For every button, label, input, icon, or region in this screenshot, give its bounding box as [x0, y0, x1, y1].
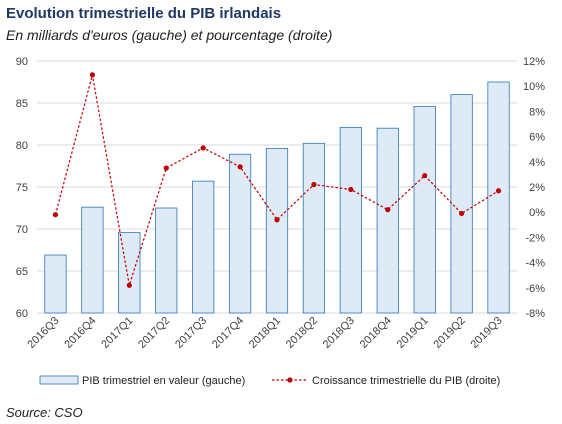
line-point [348, 186, 354, 193]
right-tick-label: -8% [525, 308, 545, 320]
chart-subtitle: En milliards d'euros (gauche) et pourcen… [6, 27, 333, 43]
bar [192, 180, 215, 314]
right-tick-label: 4% [529, 157, 545, 169]
left-tick-label: 75 [16, 182, 28, 194]
bar [302, 142, 326, 314]
line-point [200, 145, 206, 151]
bar [450, 94, 473, 314]
source-note: Source: CSO [6, 405, 83, 420]
legend: PIB trimestriel en valeur (gauche) Croiss… [39, 375, 500, 387]
right-axis: -8% -6% -4% -2% 0% 2% 4% 6% 8% 10% 12% [523, 56, 545, 320]
gridlines [37, 60, 517, 314]
x-axis: 2016Q3 2016Q4 2017Q1 2017Q2 2017Q3 2017Q4 2018… [25, 315, 504, 351]
line-point [126, 282, 132, 288]
x-tick-label: 2018Q3 [321, 315, 357, 351]
x-tick-label: 2017Q3 [173, 315, 209, 351]
right-tick-label: 2% [529, 182, 545, 194]
left-tick-label: 70 [16, 224, 28, 236]
bar [339, 126, 362, 314]
x-tick-label: 2019Q2 [432, 315, 468, 351]
legend-line-marker [287, 377, 293, 383]
bar [487, 81, 510, 314]
line-point [385, 207, 391, 213]
line-point [237, 164, 243, 170]
bar [44, 254, 67, 314]
x-tick-label: 2017Q1 [99, 315, 135, 351]
right-tick-label: 8% [529, 106, 545, 118]
left-tick-label: 90 [16, 56, 28, 68]
line-point [311, 181, 317, 188]
right-tick-label: 0% [529, 207, 545, 219]
x-tick-label: 2018Q4 [358, 315, 394, 351]
line-series [52, 72, 502, 288]
bar-series [44, 81, 510, 314]
x-tick-label: 2018Q2 [284, 315, 320, 351]
bar [228, 153, 252, 314]
left-tick-label: 85 [16, 98, 28, 110]
left-axis: 60 65 70 75 80 85 90 [16, 56, 28, 320]
right-tick-label: 10% [523, 81, 545, 93]
chart-title: Evolution trimestrielle du PIB irlandais [6, 5, 282, 22]
bar [413, 105, 436, 314]
x-tick-label: 2017Q2 [136, 315, 172, 351]
line-point [459, 210, 465, 217]
bar [81, 206, 104, 314]
line-point [89, 72, 95, 78]
x-tick-label: 2019Q3 [468, 315, 504, 351]
bar [265, 147, 289, 314]
right-tick-label: -6% [525, 283, 545, 295]
x-tick-label: 2017Q4 [210, 315, 246, 351]
legend-bar-label: PIB trimestriel en valeur (gauche) [82, 375, 245, 387]
x-tick-label: 2018Q1 [247, 315, 283, 351]
x-tick-label: 2016Q4 [62, 315, 98, 351]
x-tick-label: 2019Q1 [395, 315, 431, 351]
line-point [274, 217, 280, 223]
left-tick-label: 80 [16, 140, 28, 152]
legend-line-label: Croissance trimestrielle du PIB (droite) [312, 375, 500, 387]
line-point [422, 173, 428, 179]
line-point [163, 165, 169, 171]
right-tick-label: -2% [525, 232, 545, 244]
right-tick-label: 12% [523, 56, 545, 68]
right-tick-label: 6% [529, 132, 545, 144]
bar [376, 127, 399, 314]
legend-bar-swatch [39, 375, 79, 385]
right-tick-label: -4% [525, 258, 545, 270]
left-tick-label: 60 [16, 308, 28, 320]
line-point [52, 212, 59, 218]
left-tick-label: 65 [16, 266, 28, 278]
x-tick-label: 2016Q3 [25, 315, 61, 351]
line-point [495, 188, 502, 194]
bar [155, 207, 178, 314]
